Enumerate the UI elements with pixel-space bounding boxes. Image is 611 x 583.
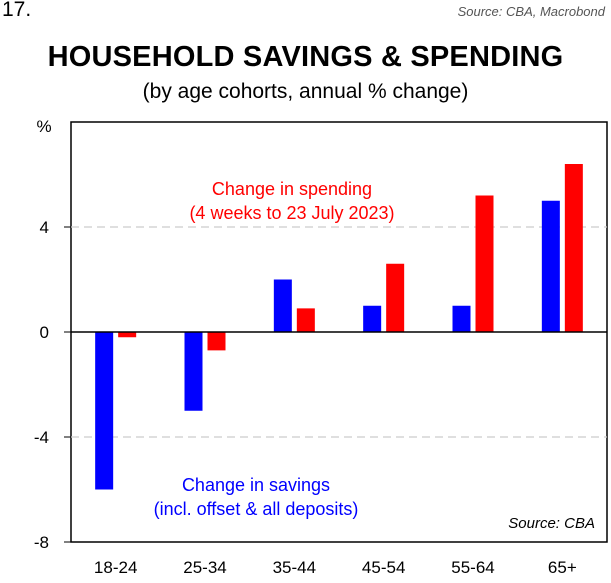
x-axis-ticks: 18-24 25-34 35-44 45-54 55-64 65+ (94, 558, 577, 577)
spending-bar-35-44 (296, 308, 315, 332)
spending-bar-45-54 (386, 263, 405, 332)
savings-bar-18-24 (95, 332, 114, 490)
y-tick-label: 4 (40, 218, 49, 237)
chart-subtitle: (by age cohorts, annual % change) (142, 80, 469, 103)
inner-source-label: Source: CBA (508, 515, 595, 532)
x-tick-label: 18-24 (94, 558, 137, 577)
y-axis-unit-label: % (36, 117, 51, 136)
x-tick-label: 45-54 (362, 558, 405, 577)
x-tick-label: 55-64 (451, 558, 494, 577)
source-note: Source: CBA, Macrobond (457, 4, 605, 19)
savings-bar-25-34 (184, 332, 203, 411)
savings-annotation-line2: (incl. offset & all deposits) (154, 499, 359, 519)
y-tick-label: 0 (40, 323, 49, 342)
y-axis-ticks: 4 0 -4 -8 (34, 218, 71, 552)
x-tick-label: 35-44 (273, 558, 316, 577)
savings-bar-35-44 (273, 279, 292, 332)
slide-number: 17. (2, 0, 32, 21)
spending-annotation-line2: (4 weeks to 23 July 2023) (189, 203, 394, 223)
spending-bar-25-34 (207, 332, 226, 351)
bars (95, 164, 583, 490)
y-tick-label: -4 (34, 428, 49, 447)
gridlines (71, 226, 607, 438)
spending-bar-65plus (564, 164, 583, 332)
spending-bar-18-24 (118, 332, 137, 338)
chart-title: HOUSEHOLD SAVINGS & SPENDING (47, 41, 564, 73)
savings-bar-55-64 (452, 305, 471, 332)
y-tick-label: -8 (34, 533, 49, 552)
x-tick-label: 65+ (548, 558, 577, 577)
savings-bar-65plus (541, 200, 560, 332)
savings-annotation-line1: Change in savings (182, 475, 330, 495)
spending-bar-55-64 (475, 195, 494, 332)
x-tick-label: 25-34 (183, 558, 226, 577)
savings-bar-45-54 (363, 305, 382, 332)
spending-annotation-line1: Change in spending (212, 179, 372, 199)
